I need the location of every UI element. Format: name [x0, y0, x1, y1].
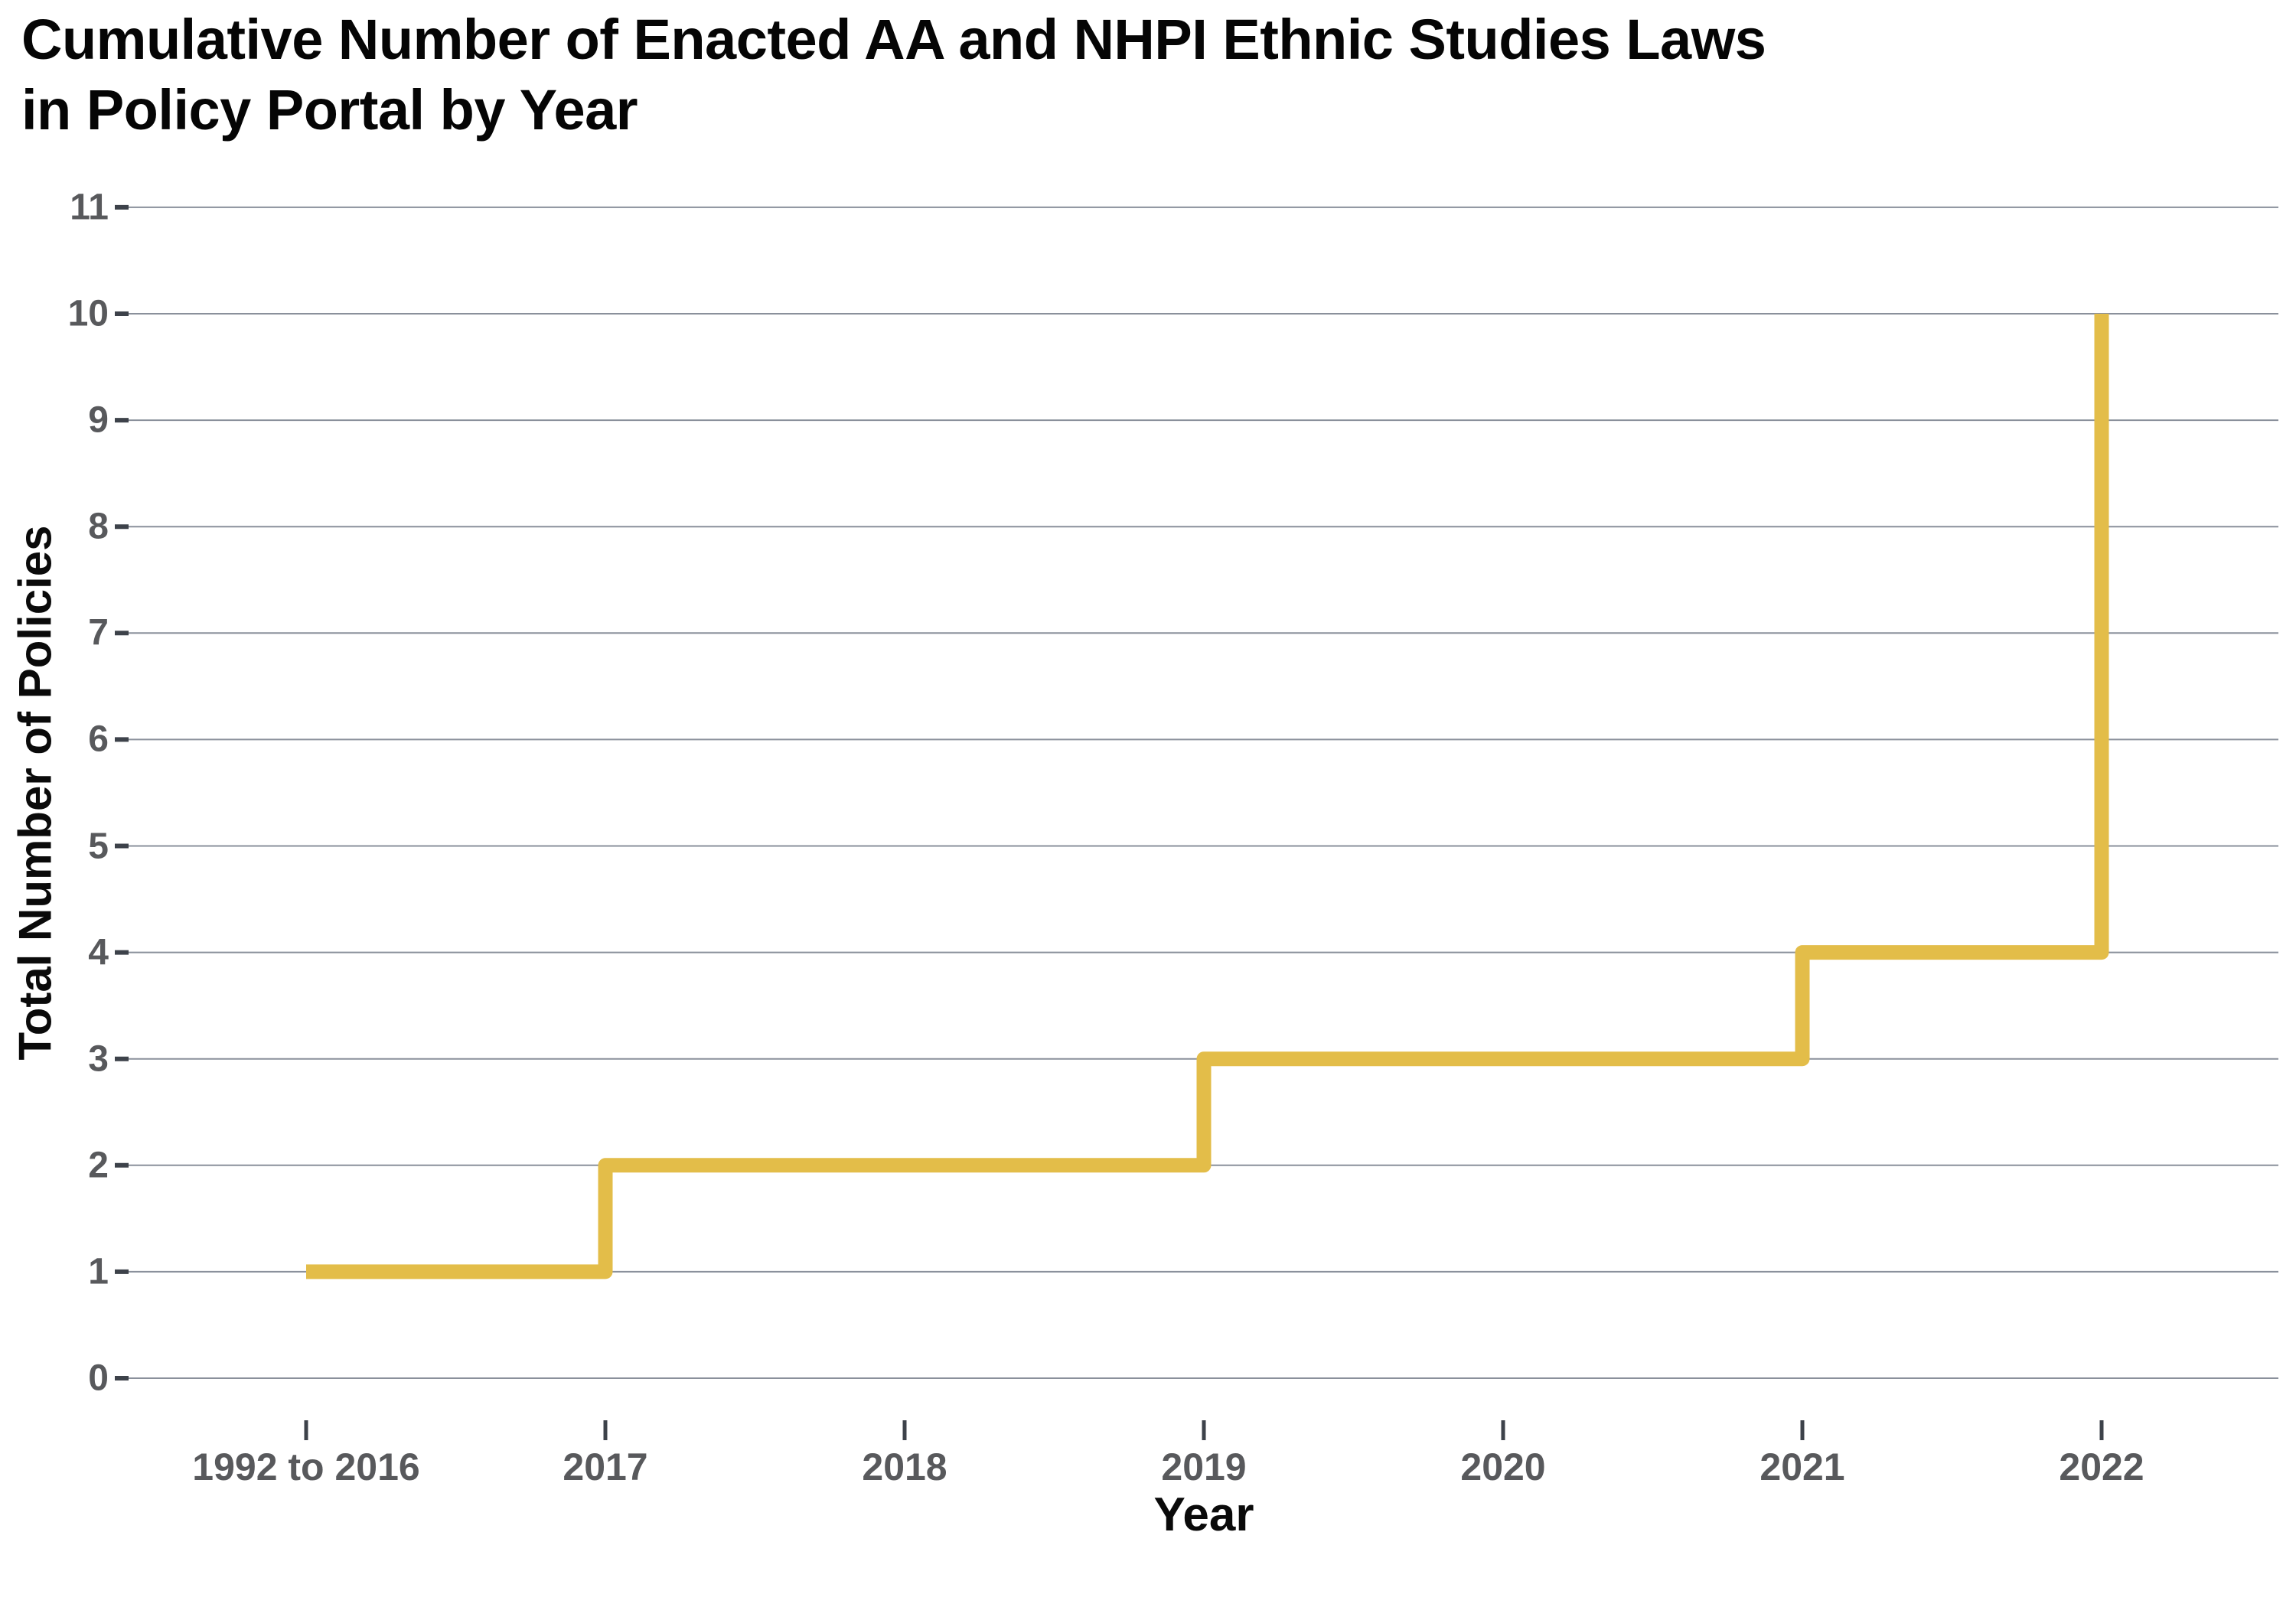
y-tick-label: 0 [88, 1358, 109, 1399]
x-axis-title: Year [1153, 1488, 1254, 1541]
axis-tick-marks [115, 204, 2104, 1440]
y-tick-label: 4 [88, 932, 109, 973]
y-tick-label: 10 [67, 293, 109, 334]
x-tick-label: 2017 [563, 1446, 648, 1488]
y-tick-label: 6 [88, 719, 109, 760]
x-tick-label: 2019 [1161, 1446, 1247, 1488]
x-tick-label: 2018 [862, 1446, 947, 1488]
y-tick-label: 1 [88, 1251, 109, 1292]
y-tick-label: 7 [88, 612, 109, 654]
y-tick-label: 11 [70, 187, 109, 228]
cumulative-step-line [306, 314, 2109, 1279]
x-tick-label: 1992 to 2016 [192, 1446, 420, 1488]
x-tick-label: 2020 [1460, 1446, 1546, 1488]
y-tick-label: 2 [88, 1145, 109, 1186]
gridlines [129, 206, 2278, 1379]
chart-title: Cumulative Number of Enacted AA and NHPI… [21, 5, 1766, 145]
y-tick-label: 8 [88, 506, 109, 547]
y-tick-label: 5 [88, 826, 109, 866]
x-tick-label: 2021 [1760, 1446, 1845, 1488]
chart-title-line-2: in Policy Portal by Year [21, 77, 638, 142]
x-tick-label: 2022 [2059, 1446, 2144, 1488]
y-tick-label: 3 [88, 1038, 109, 1080]
y-tick-label: 9 [88, 399, 109, 441]
chart-title-line-1: Cumulative Number of Enacted AA and NHPI… [21, 8, 1766, 71]
